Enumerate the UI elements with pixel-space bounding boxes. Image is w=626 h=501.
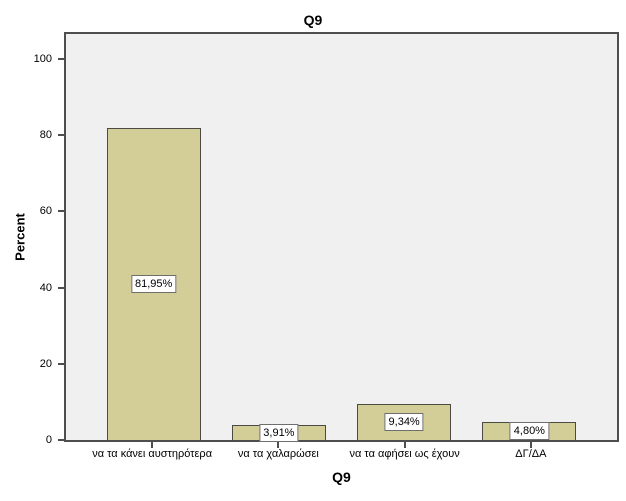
y-tick-mark (58, 210, 64, 213)
bar: 81,95% (106, 127, 201, 440)
y-tick-label: 60 (39, 205, 52, 218)
x-tick-mark (277, 442, 280, 448)
y-tick-mark (58, 439, 64, 441)
x-tick-cell (468, 442, 594, 448)
y-tick-label: 100 (33, 52, 52, 65)
bars-container: 81,95% 3,91% 9,34% 4,80% (91, 34, 592, 442)
x-category-label: να τα κάνει αυστηρότερα (92, 448, 213, 460)
y-tick-label: 0 (45, 434, 52, 446)
bar: 9,34% (357, 404, 452, 440)
x-tick-cell (215, 442, 341, 448)
y-tick-mark (58, 134, 64, 137)
bar-cell: 81,95% (91, 34, 216, 440)
x-tick-cell (89, 442, 215, 448)
bar: 3,91% (231, 423, 326, 442)
x-tick-mark (529, 442, 532, 448)
x-tick-mark (151, 442, 154, 448)
x-axis-labels: να τα κάνει αυστηρότερα να τα χαλαρώσει να… (64, 448, 619, 461)
y-tick-label: 20 (39, 357, 52, 370)
y-tick-label: 80 (39, 129, 52, 142)
bar-cell: 3,91% (216, 34, 341, 442)
y-tick-label: 40 (39, 281, 52, 294)
y-tick-mark (58, 57, 64, 60)
bar-value-label: 4,80% (509, 421, 549, 440)
y-axis: 0 20 40 60 80 100 (0, 32, 64, 446)
bar-value-label: 81,95% (130, 274, 177, 293)
x-category-label: ΔΓ/ΔΑ (515, 448, 547, 460)
x-tick-cell (342, 442, 468, 448)
bar: 4,80% (482, 421, 577, 440)
chart-title: Q9 (303, 12, 323, 28)
y-tick-mark (58, 362, 64, 365)
bar-cell: 9,34% (342, 34, 467, 440)
plot-area: 81,95% 3,91% 9,34% 4,80% (64, 32, 619, 442)
x-category-label: να τα αφήσει ως έχουν (349, 448, 460, 460)
x-tick-mark (403, 442, 406, 448)
x-axis-ticks (64, 442, 619, 448)
bar-value-label: 3,91% (259, 423, 299, 442)
x-category-label: να τα χαλαρώσει (237, 448, 319, 460)
bar-cell: 4,80% (467, 34, 592, 440)
y-tick-mark (58, 286, 64, 289)
bar-value-label: 9,34% (384, 413, 424, 432)
x-axis-title: Q9 (332, 469, 351, 485)
